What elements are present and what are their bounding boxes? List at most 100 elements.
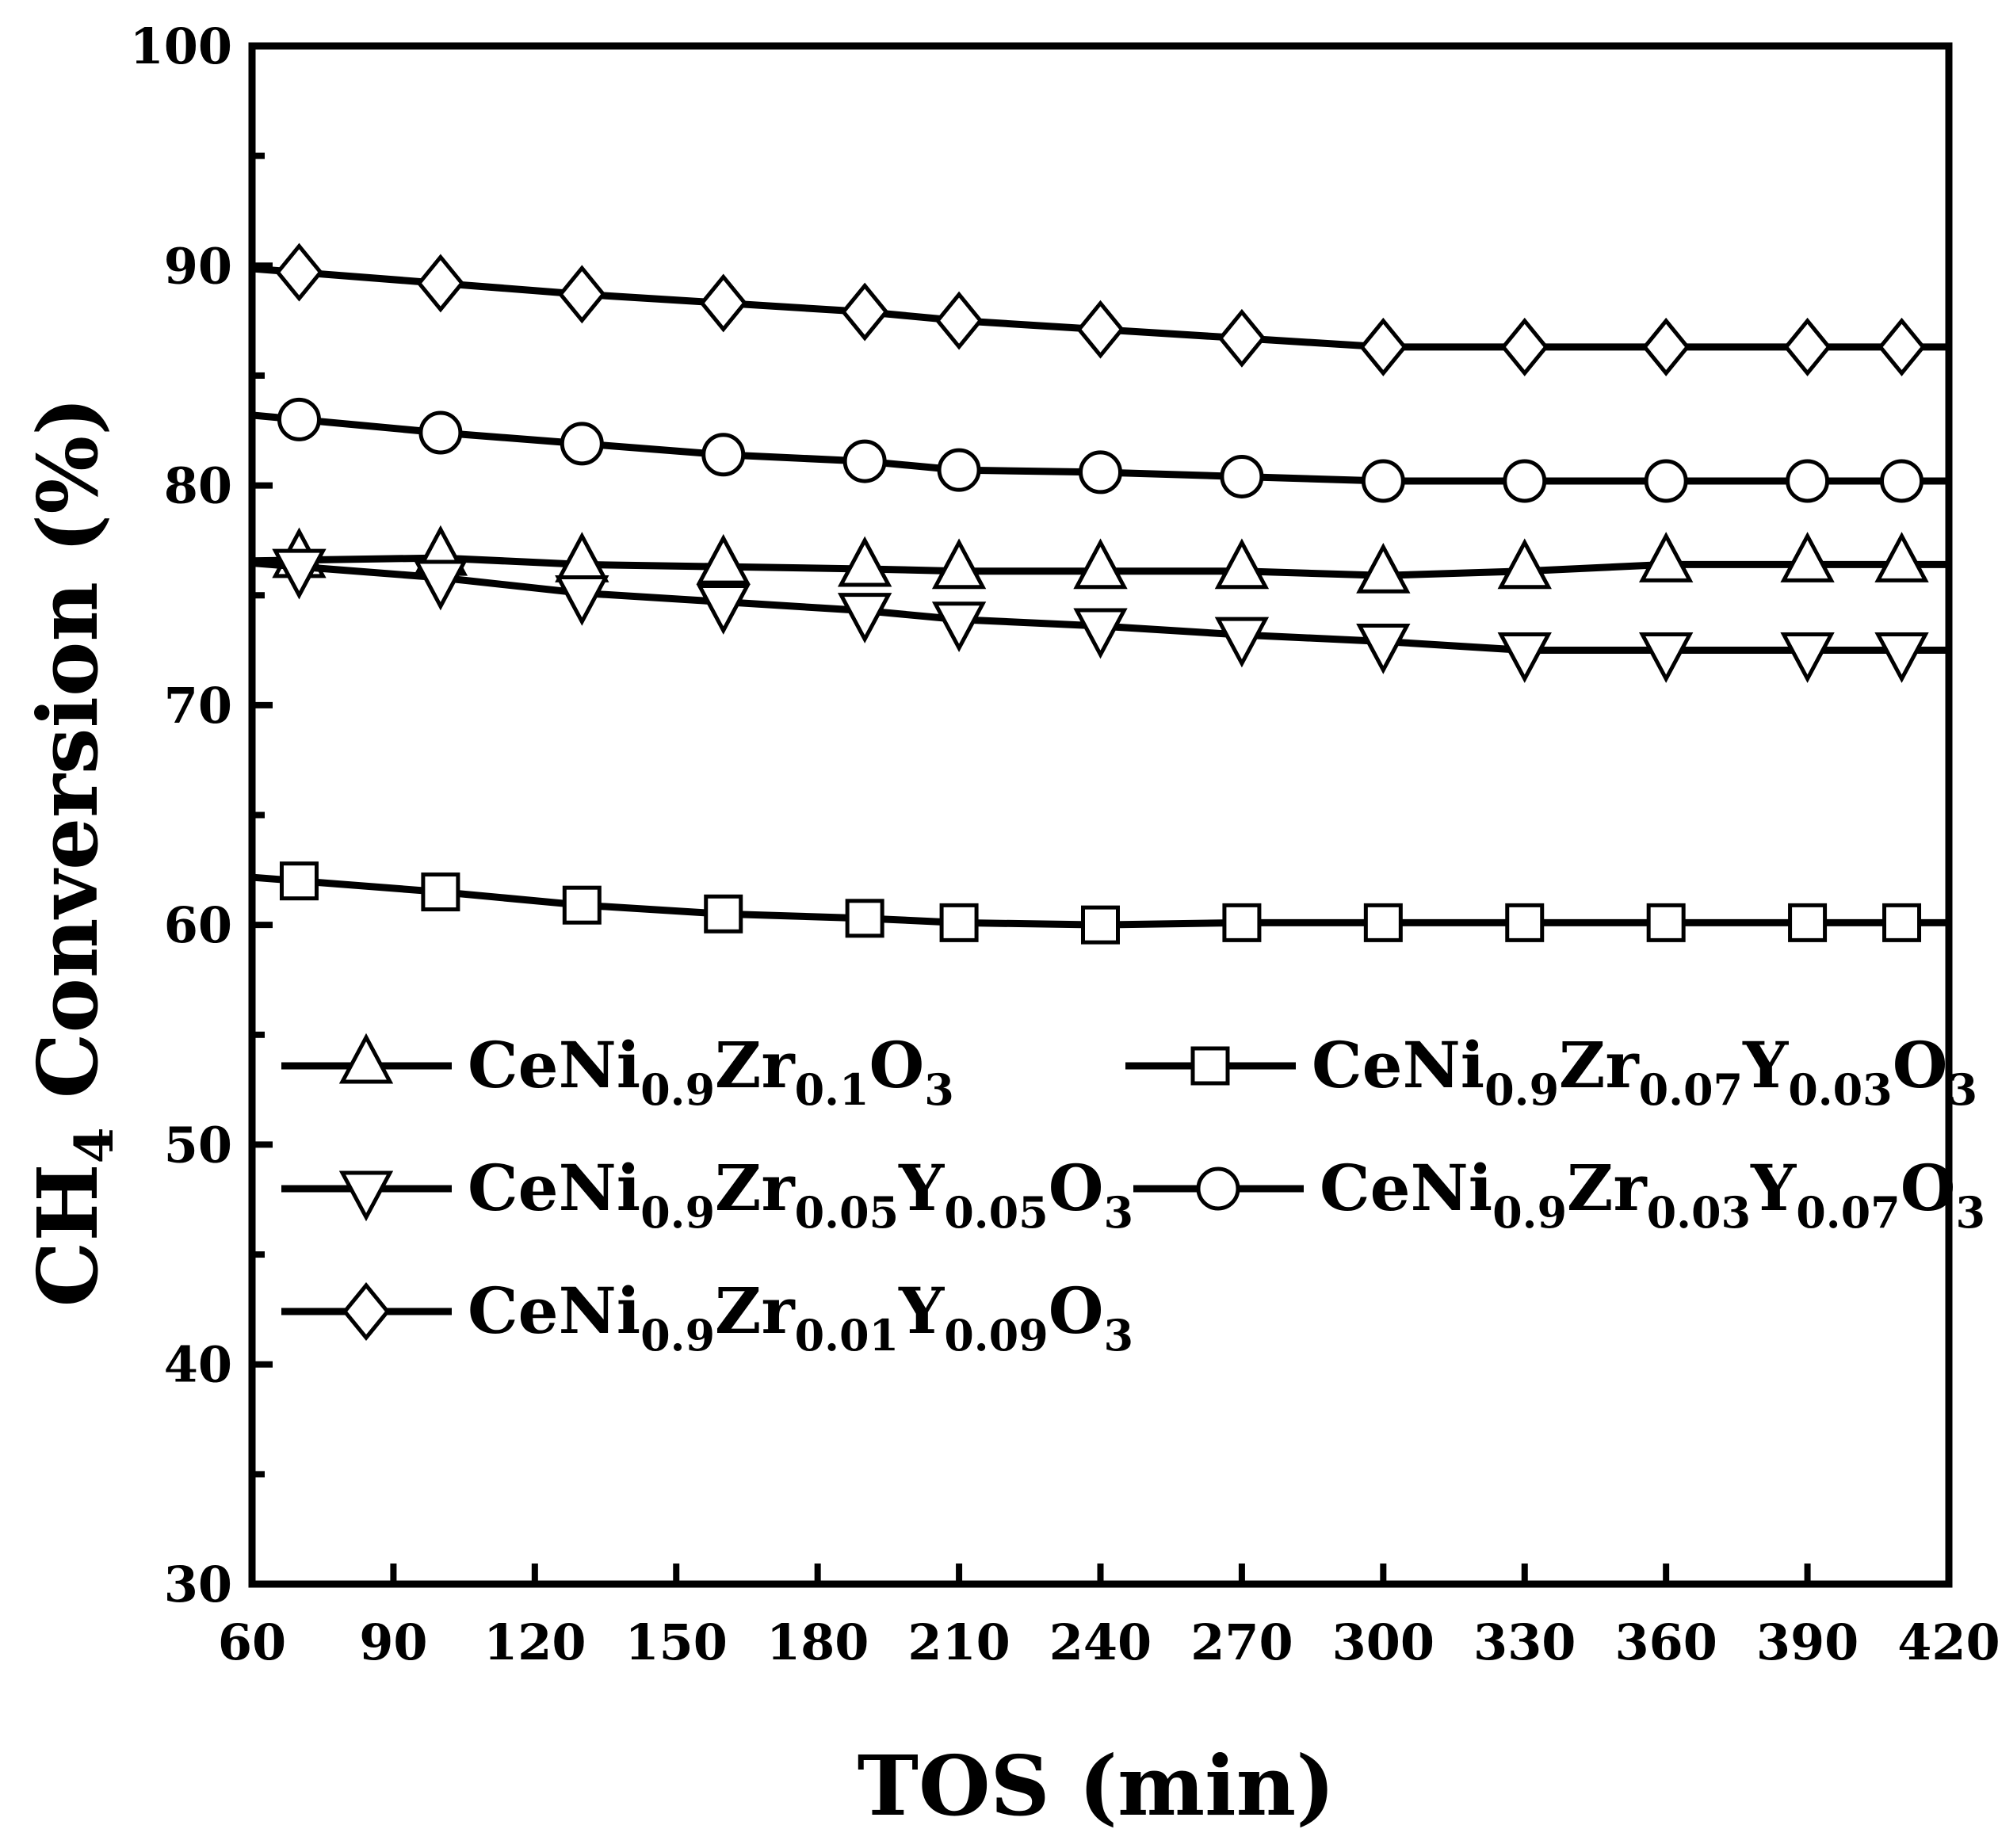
x-tick-label: 120 xyxy=(483,1613,586,1671)
data-point xyxy=(1361,459,1405,503)
data-point xyxy=(704,894,743,934)
data-point xyxy=(1214,617,1270,668)
data-point xyxy=(421,872,460,912)
data-point xyxy=(1644,459,1688,503)
data-point xyxy=(1497,632,1552,683)
data-point xyxy=(277,397,321,441)
x-tick-label: 180 xyxy=(766,1613,869,1671)
legend-label: CeNi0.9Zr0.07Y0.03O3 xyxy=(1312,1028,1977,1115)
data-point xyxy=(1500,317,1549,376)
data-point xyxy=(1783,317,1832,376)
data-point xyxy=(699,273,747,333)
y-axis-title-rest: Conversion (%) xyxy=(19,397,117,1128)
series-4 xyxy=(251,242,1949,376)
y-tick-label: 60 xyxy=(164,896,232,954)
data-point xyxy=(845,899,884,938)
data-point xyxy=(1780,632,1835,683)
y-axis-title-subscript: 4 xyxy=(63,1127,125,1163)
data-point xyxy=(1076,300,1125,359)
data-point xyxy=(1638,532,1694,582)
data-point xyxy=(279,861,319,901)
legend-label: CeNi0.9Zr0.05Y0.05O3 xyxy=(468,1151,1133,1238)
data-point xyxy=(1359,317,1408,376)
x-tick-label: 210 xyxy=(907,1613,1010,1671)
data-point xyxy=(1646,903,1686,942)
y-tick-label: 50 xyxy=(164,1116,232,1174)
data-point xyxy=(555,575,609,626)
data-point xyxy=(701,433,746,477)
legend-item: CeNi0.9Zr0.01Y0.09O3 xyxy=(281,1273,1133,1361)
data-point xyxy=(1079,450,1122,494)
data-point xyxy=(272,548,327,600)
y-tick-label: 30 xyxy=(164,1556,232,1613)
data-point xyxy=(418,410,463,455)
data-layer xyxy=(251,242,1949,945)
data-point xyxy=(1363,903,1403,942)
legend-marker xyxy=(338,1170,394,1222)
x-tick-label: 390 xyxy=(1756,1613,1859,1671)
series-2 xyxy=(251,548,1949,683)
data-point xyxy=(1217,308,1266,368)
data-point xyxy=(840,282,889,342)
data-point xyxy=(1638,632,1694,683)
y-axis-title: CH4 Conversion (%) xyxy=(19,397,125,1308)
legend-item: CeNi0.9Zr0.07Y0.03O3 xyxy=(1125,1028,1977,1115)
y-tick-label: 100 xyxy=(130,17,232,75)
series-1 xyxy=(251,861,1949,945)
x-tick-label: 240 xyxy=(1049,1613,1152,1671)
y-tick-label: 80 xyxy=(164,457,232,515)
data-point xyxy=(562,885,602,925)
legend-marker xyxy=(338,1033,394,1084)
data-point xyxy=(837,536,892,587)
legend-item: CeNi0.9Zr0.03Y0.07O3 xyxy=(1133,1151,1985,1238)
legend-item: CeNi0.9Zr0.05Y0.05O3 xyxy=(281,1151,1133,1238)
data-point xyxy=(842,439,887,483)
data-point xyxy=(558,265,606,324)
data-point xyxy=(696,533,751,585)
data-point xyxy=(275,242,323,302)
data-point xyxy=(1788,903,1828,942)
legend-label: CeNi0.9Zr0.1O3 xyxy=(468,1028,954,1115)
data-point xyxy=(1503,459,1547,503)
data-point xyxy=(1220,454,1264,498)
x-axis-title: TOS (min) xyxy=(858,1737,1335,1835)
data-point xyxy=(1081,905,1120,945)
data-point xyxy=(1874,632,1929,683)
data-point xyxy=(555,532,609,582)
data-point xyxy=(696,584,751,635)
data-point xyxy=(1505,903,1545,942)
data-point xyxy=(1214,538,1270,590)
data-point xyxy=(1874,532,1929,582)
data-point xyxy=(1878,317,1926,376)
data-point xyxy=(416,254,465,313)
data-point xyxy=(1880,459,1924,503)
data-point xyxy=(1786,459,1830,503)
x-tick-label: 270 xyxy=(1190,1613,1293,1671)
x-tick-label: 300 xyxy=(1332,1613,1435,1671)
legend-marker xyxy=(342,1282,391,1341)
legend-marker xyxy=(1190,1046,1230,1086)
data-point xyxy=(937,448,981,492)
legend-label: CeNi0.9Zr0.01Y0.09O3 xyxy=(468,1273,1133,1361)
data-point xyxy=(1073,538,1128,590)
x-tick-label: 90 xyxy=(359,1613,427,1671)
data-point xyxy=(939,903,979,942)
plot-frame xyxy=(248,42,1953,1588)
y-axis-title-main: CH xyxy=(19,1163,117,1307)
data-point xyxy=(560,422,604,466)
legend-marker xyxy=(1196,1166,1240,1211)
series-3 xyxy=(251,397,1949,503)
data-point xyxy=(1222,903,1262,942)
legend: CeNi0.9Zr0.1O3 CeNi0.9Zr0.07Y0.03O3 CeNi0.… xyxy=(281,1028,1985,1361)
data-point xyxy=(1356,542,1411,594)
x-tick-label: 150 xyxy=(625,1613,728,1671)
x-tick-label: 330 xyxy=(1473,1613,1576,1671)
data-point xyxy=(1497,538,1552,590)
y-tick-label: 70 xyxy=(164,677,232,735)
data-point xyxy=(1356,623,1411,674)
data-point xyxy=(931,601,987,653)
axis-ticks: 60 90 120 150 180 210 240 270 300 330 360 390 420 30 4… xyxy=(130,17,1998,1671)
data-point xyxy=(931,538,987,590)
x-tick-label: 360 xyxy=(1614,1613,1717,1671)
